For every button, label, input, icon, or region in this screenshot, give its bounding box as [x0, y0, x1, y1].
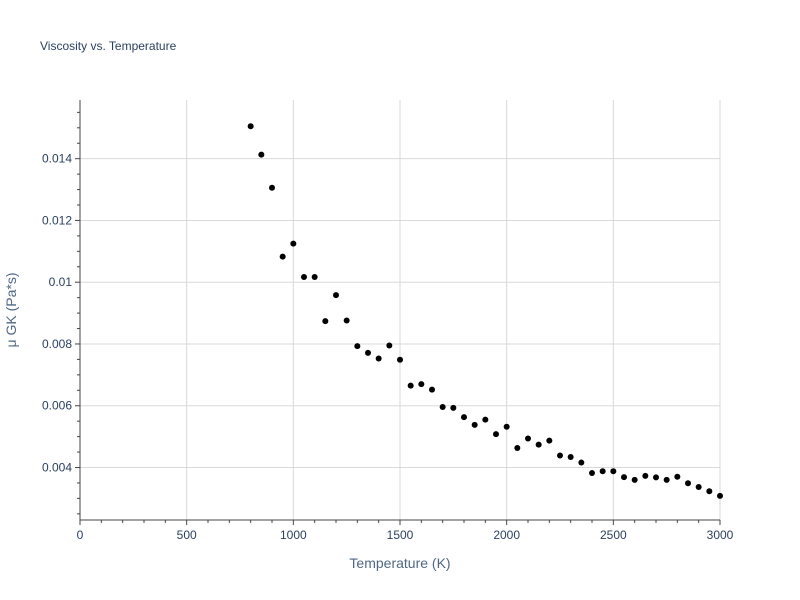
data-point [503, 423, 510, 430]
data-point [333, 292, 339, 299]
data-point [663, 476, 670, 483]
x-tick-label: 500 [177, 528, 197, 542]
data-point [247, 123, 254, 130]
data-point [365, 349, 371, 356]
data-point [429, 386, 435, 393]
data-point [386, 342, 393, 349]
y-axis-title: μ GK (Pa*s) [3, 273, 19, 348]
grid [80, 100, 721, 520]
data-point [706, 488, 713, 495]
data-point [290, 240, 297, 247]
data-point [301, 273, 307, 280]
data-point [717, 492, 723, 499]
data-point [685, 480, 691, 487]
y-tick-label: 0.004 [42, 461, 72, 475]
y-tick-label: 0.006 [42, 399, 72, 413]
data-points [247, 123, 723, 499]
data-point [610, 468, 617, 475]
data-point [354, 343, 361, 350]
data-point [493, 431, 499, 438]
data-point [418, 381, 425, 388]
data-point [258, 151, 265, 158]
data-point [482, 416, 489, 423]
y-tick-label: 0.01 [49, 275, 73, 289]
data-point [407, 382, 414, 389]
axes: 0 500 1000 1500 2000 2500 3000 0.004 0.006 0.008 0… [42, 100, 734, 542]
data-point [450, 404, 457, 411]
data-point [343, 317, 350, 324]
data-point [631, 476, 638, 483]
x-tick-label: 2000 [493, 528, 520, 542]
x-tick-label: 0 [77, 528, 84, 542]
x-tick-label: 1000 [280, 528, 307, 542]
data-point [397, 356, 403, 363]
data-point [525, 435, 531, 442]
data-point [461, 414, 467, 421]
data-point [599, 468, 606, 475]
data-point [695, 483, 702, 490]
data-point [674, 473, 681, 480]
data-point [642, 472, 649, 479]
y-tick-label: 0.008 [42, 337, 72, 351]
data-point [439, 403, 446, 410]
x-tick-label: 1500 [387, 528, 414, 542]
data-point [375, 355, 382, 362]
data-point [279, 253, 286, 260]
data-point [653, 474, 659, 481]
y-tick-label: 0.014 [42, 152, 72, 166]
data-point [546, 437, 553, 444]
x-tick-label: 3000 [707, 528, 734, 542]
data-point [514, 445, 521, 452]
x-axis-title: Temperature (K) [349, 555, 450, 571]
x-tick-label: 2500 [600, 528, 627, 542]
data-point [269, 184, 275, 191]
data-point [535, 441, 542, 448]
data-point [322, 318, 329, 325]
data-point [567, 454, 574, 460]
data-point [471, 421, 478, 428]
data-point [589, 470, 595, 477]
chart-title: Viscosity vs. Temperature [40, 39, 177, 53]
data-point [311, 273, 318, 280]
y-tick-label: 0.012 [42, 213, 72, 227]
data-point [578, 459, 585, 466]
data-point [621, 474, 627, 481]
data-point [557, 452, 563, 459]
